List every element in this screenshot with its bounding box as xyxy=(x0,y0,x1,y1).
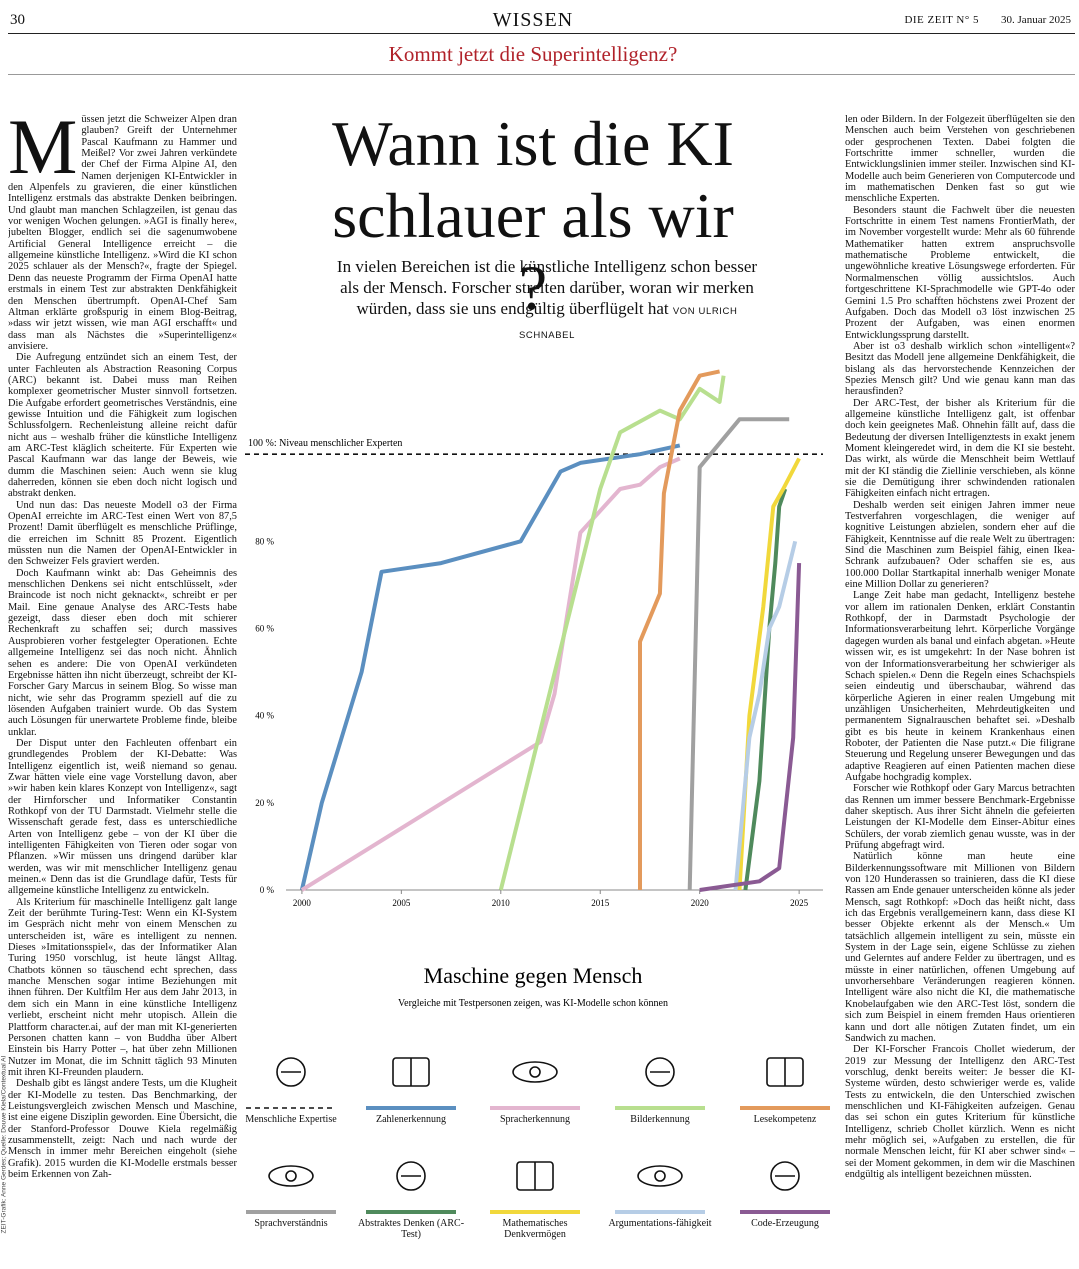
rule xyxy=(8,74,1075,75)
icon-part xyxy=(770,1161,800,1191)
legend-label: Zahlenerkennung xyxy=(376,1114,446,1125)
section: WISSEN xyxy=(492,9,574,31)
paragraph: Natürlich könne man heute eine Bilderken… xyxy=(845,851,1075,1044)
lead: In vielen Bereichen ist die künstliche I… xyxy=(328,256,766,346)
series-line xyxy=(638,369,721,890)
legend-label: Sprachverständnis xyxy=(254,1218,328,1229)
reference-label: 100 %: Niveau menschlicher Experten xyxy=(248,438,402,449)
legend-label: Lesekompetenz xyxy=(753,1114,817,1125)
series-line xyxy=(743,488,788,891)
legend-icon xyxy=(512,1061,558,1083)
series-line xyxy=(737,457,801,891)
x-tick-label: 2025 xyxy=(790,898,809,908)
rule xyxy=(8,33,1075,34)
author: VON ULRICH SCHNABEL xyxy=(518,306,738,341)
y-tick-label: 60 % xyxy=(255,624,274,634)
paragraph: Lange Zeit habe man gedacht, Intelligenz… xyxy=(845,590,1075,783)
kicker: Kommt jetzt die Superintelligenz? xyxy=(388,42,678,66)
paragraph: Deshalb werden seit einigen Jahren immer… xyxy=(845,499,1075,591)
x-tick-label: 2020 xyxy=(691,898,710,908)
legend-label: Menschliche Expertise xyxy=(245,1114,337,1125)
series-line xyxy=(699,563,802,892)
lead-text: In vielen Bereichen ist die künstliche I… xyxy=(336,257,758,318)
headline: Wann ist die KI schlauer als wir ? xyxy=(332,108,734,323)
paragraph: Besonders staunt die Fachwelt über die n… xyxy=(845,204,1075,341)
chart-subtitle: Vergleiche mit Testpersonen zeigen, was … xyxy=(398,998,668,1009)
x-tick-label: 2015 xyxy=(591,898,610,908)
paragraph: Als Kriterium für maschinelle Intelligen… xyxy=(8,896,237,1078)
paragraph: Die Aufregung entzündet sich an einem Te… xyxy=(8,352,237,500)
article-column-right: len oder Bildern. In der Folgezeit überf… xyxy=(845,114,1075,1239)
legend-label: Abstraktes Denken (ARC-Test) xyxy=(357,1218,465,1240)
paragraph: Der Disput unter den Fachleuten offenbar… xyxy=(8,737,237,897)
legend-label: Bilderkennung xyxy=(630,1114,690,1125)
legend-icon xyxy=(392,1057,430,1087)
paper-issue: DIE ZEIT N° 5 xyxy=(904,14,979,26)
icon-part xyxy=(285,1170,297,1182)
y-tick-label: 20 % xyxy=(255,798,274,808)
paragraph: Forscher wie Rothkopf oder Gary Marcus b… xyxy=(845,783,1075,851)
y-tick-label: 80 % xyxy=(255,536,274,546)
paragraph: Aber ist o3 deshalb wirklich schon »inte… xyxy=(845,340,1075,398)
series-line xyxy=(733,540,798,891)
paragraph-text: üssen jetzt die Schweizer Alpen dran gla… xyxy=(8,114,237,352)
chart-title: Maschine gegen Mensch xyxy=(424,963,643,988)
legend-icon xyxy=(516,1161,554,1191)
legend-icon xyxy=(276,1057,306,1087)
icon-part xyxy=(645,1057,675,1087)
paragraph: len oder Bildern. In der Folgezeit überf… xyxy=(845,114,1075,205)
icon-part xyxy=(512,1061,558,1083)
paragraph: Doch Kaufmann winkt ab: Das Geheimnis de… xyxy=(8,567,237,738)
legend-icon xyxy=(766,1057,804,1087)
paragraph: Der KI-Forscher Francois Chollet wiederu… xyxy=(845,1044,1075,1180)
drop-cap: M xyxy=(8,114,78,190)
legend-label: Spracherkennung xyxy=(500,1114,570,1125)
series-line xyxy=(300,456,681,892)
paragraph: Deshalb gibt es längst andere Tests, um … xyxy=(8,1078,237,1180)
series-line xyxy=(687,417,790,891)
legend-label: Argumentations-fähigkeit xyxy=(608,1218,712,1229)
icon-part xyxy=(396,1161,426,1191)
legend-icon xyxy=(268,1165,314,1187)
icon-part xyxy=(276,1057,306,1087)
x-tick-label: 2005 xyxy=(392,898,411,908)
y-tick-label: 0 % xyxy=(260,885,275,895)
legend-icon xyxy=(396,1161,426,1191)
icon-part xyxy=(654,1170,666,1182)
icon-part xyxy=(268,1165,314,1187)
paragraph: Und nun das: Das neueste Modell o3 der F… xyxy=(8,499,237,568)
icon-part xyxy=(637,1165,683,1187)
legend-label: Code-Erzeugung xyxy=(751,1218,819,1229)
legend-icon xyxy=(770,1161,800,1191)
x-tick-label: 2010 xyxy=(492,898,511,908)
y-tick-label: 40 % xyxy=(255,711,274,721)
legend-label: Mathematisches Denkvermögen xyxy=(502,1218,568,1240)
x-tick-label: 2000 xyxy=(293,898,312,908)
legend-icon xyxy=(637,1165,683,1187)
icon-part xyxy=(529,1066,541,1078)
page-number: 30 xyxy=(10,12,25,28)
series-line xyxy=(498,375,726,891)
date: 30. Januar 2025 xyxy=(1001,14,1071,26)
legend-icon xyxy=(645,1057,675,1087)
series-line xyxy=(299,443,681,891)
paragraph: Der ARC-Test, der bisher als Kriterium f… xyxy=(845,397,1075,500)
